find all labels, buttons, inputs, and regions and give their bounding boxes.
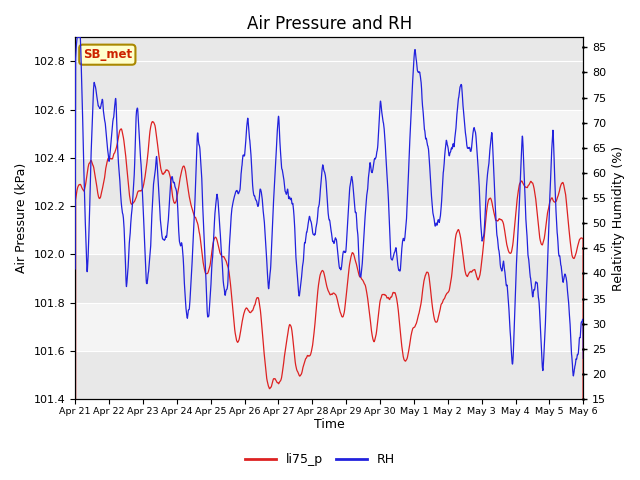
li75_p: [148, 119, 156, 124]
Title: Air Pressure and RH: Air Pressure and RH: [246, 15, 412, 33]
Y-axis label: Relativity Humidity (%): Relativity Humidity (%): [612, 145, 625, 291]
li75_p: [477, 267, 484, 273]
RH: [71, 266, 79, 272]
Bar: [75, 109, 583, 158]
Line: RH: RH: [75, 37, 583, 376]
Bar: [75, 61, 583, 109]
Bar: [75, 302, 583, 351]
RH: [74, 35, 81, 40]
RH: [344, 219, 351, 225]
RH: [355, 252, 363, 258]
li75_p: [549, 196, 557, 202]
Bar: [75, 351, 583, 399]
Line: li75_p: li75_p: [75, 121, 583, 480]
RH: [579, 356, 587, 361]
Bar: [75, 158, 583, 206]
li75_p: [344, 277, 351, 283]
RH: [535, 296, 543, 301]
Bar: [75, 254, 583, 302]
RH: [570, 373, 577, 379]
Text: SB_met: SB_met: [83, 48, 132, 61]
li75_p: [355, 271, 363, 277]
RH: [549, 129, 557, 135]
li75_p: [535, 225, 543, 230]
Bar: [75, 206, 583, 254]
RH: [477, 220, 484, 226]
X-axis label: Time: Time: [314, 419, 344, 432]
Legend: li75_p, RH: li75_p, RH: [240, 448, 400, 471]
RH: [213, 192, 221, 197]
li75_p: [213, 238, 221, 243]
Y-axis label: Air Pressure (kPa): Air Pressure (kPa): [15, 163, 28, 273]
